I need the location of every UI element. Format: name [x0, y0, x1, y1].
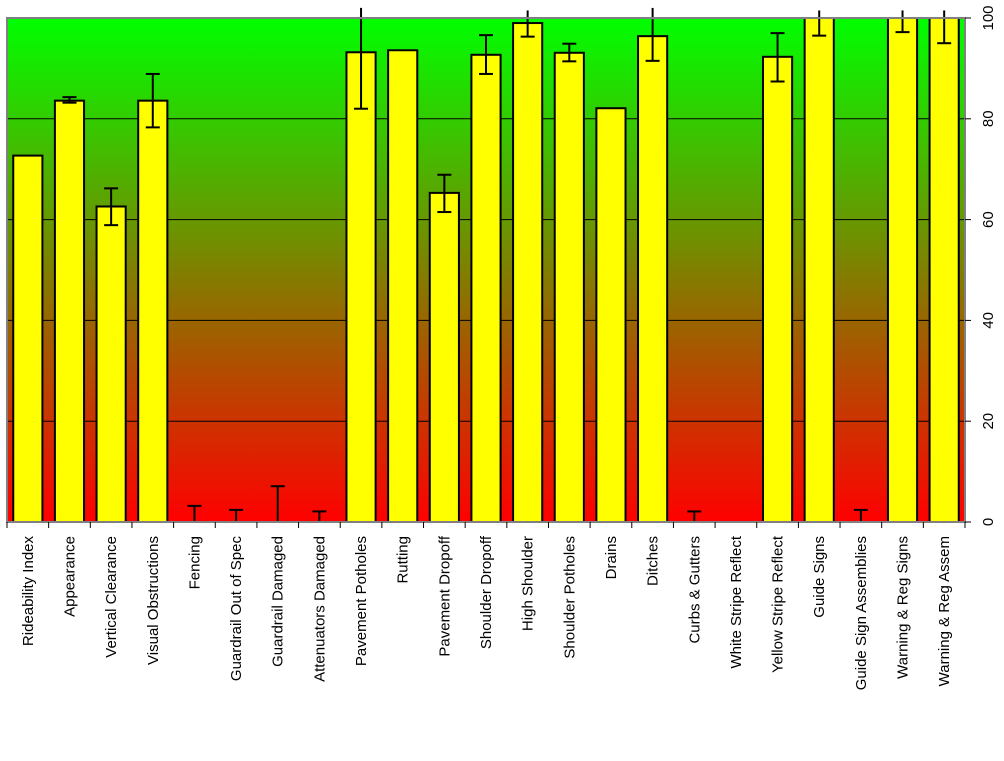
y-tick-label: 40	[980, 312, 997, 329]
x-category-label: Pavement Dropoff	[436, 535, 453, 656]
x-category-label: Drains	[603, 536, 620, 579]
y-axis: 0 20 40 60 80 100	[965, 5, 997, 526]
x-category-label: Vertical Clearance	[103, 536, 120, 658]
bar	[803, 17, 835, 523]
bar	[470, 53, 502, 524]
x-category-label: Curbs & Gutters	[686, 536, 703, 644]
x-category-label: Guide Sign Assemblies	[853, 536, 870, 690]
x-category-label: Appearance	[61, 536, 78, 617]
y-tick-label: 20	[980, 413, 997, 430]
bar	[12, 154, 44, 523]
bar	[595, 107, 627, 523]
bar	[761, 55, 794, 523]
x-category-label: Rideability Index	[20, 536, 37, 647]
y-tick-label: 0	[980, 518, 997, 526]
x-category-label: Shoulder Dropoff	[478, 535, 495, 649]
y-tick-label: 80	[980, 110, 997, 127]
bar	[345, 51, 377, 523]
bars	[12, 17, 960, 524]
x-category-label: Warning & Reg Assem	[936, 536, 953, 686]
bar	[53, 99, 86, 523]
bar	[553, 51, 585, 523]
bar	[95, 205, 127, 523]
x-category-label: Warning & Reg Signs	[895, 536, 912, 679]
bar	[886, 17, 919, 523]
bar	[512, 22, 544, 523]
bar	[387, 49, 419, 523]
x-category-label: Visual Obstructions	[145, 536, 162, 665]
x-category-label: Guardrail Damaged	[270, 536, 287, 667]
x-category-label: High Shoulder	[520, 536, 537, 631]
x-category-label: Fencing	[186, 536, 203, 589]
y-tick-label: 60	[980, 211, 997, 228]
x-category-label: Yellow Stripe Reflect	[770, 535, 787, 673]
x-axis: Rideability Index Appearance Vertical Clea…	[6, 522, 966, 690]
x-category-label: Guardrail Out of Spec	[228, 536, 245, 682]
bar	[637, 35, 669, 523]
plot-border	[6, 17, 966, 523]
error-bars	[62, 7, 952, 522]
x-category-label: Shoulder Potholes	[561, 536, 578, 659]
bar	[928, 17, 960, 523]
bar	[428, 191, 460, 523]
bar	[137, 99, 169, 523]
x-category-label: Attenuators Damaged	[311, 536, 328, 682]
x-category-label: Rutting	[395, 536, 412, 584]
x-category-label: Pavement Potholes	[353, 536, 370, 666]
x-category-label: White Stripe Reflect	[728, 535, 745, 668]
y-tick-label: 100	[980, 5, 997, 30]
x-category-label: Guide Signs	[811, 536, 828, 618]
x-category-label: Ditches	[645, 536, 662, 586]
